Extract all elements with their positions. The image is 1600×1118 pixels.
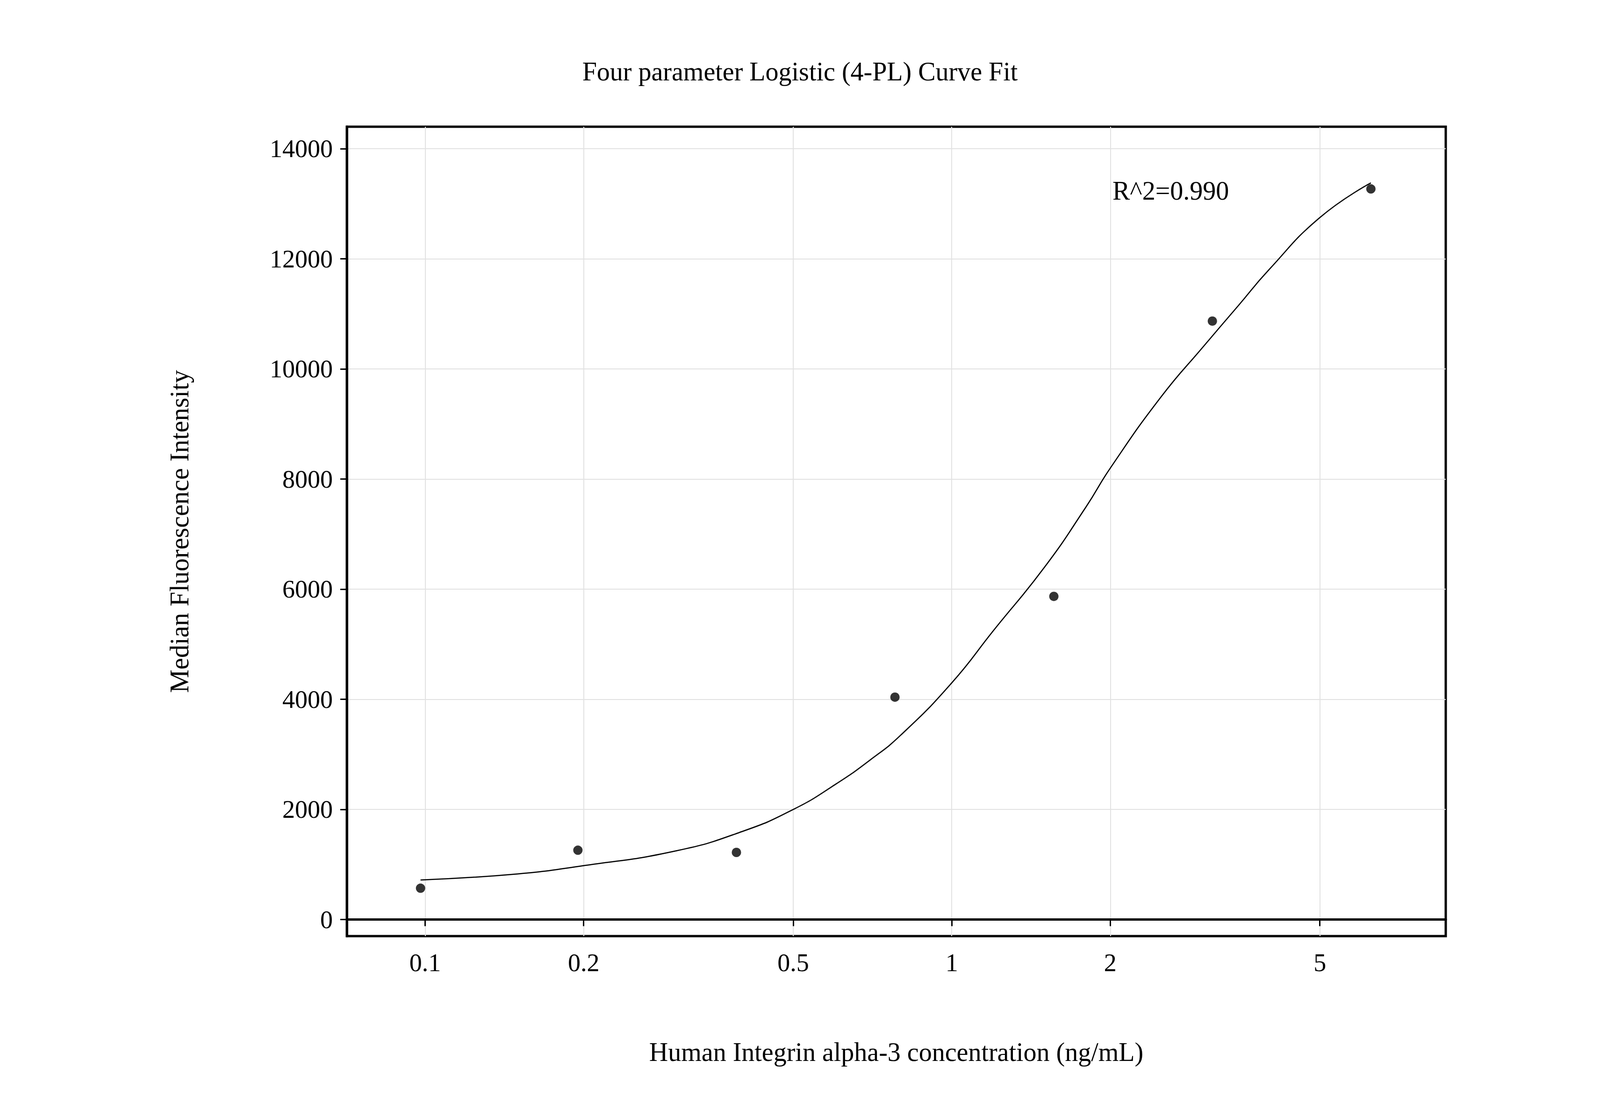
svg-text:8000: 8000 xyxy=(282,465,333,494)
svg-text:12000: 12000 xyxy=(269,244,333,273)
svg-text:0: 0 xyxy=(320,905,333,934)
svg-text:2000: 2000 xyxy=(282,795,333,824)
svg-text:10000: 10000 xyxy=(269,354,333,383)
svg-text:0.2: 0.2 xyxy=(567,948,600,977)
svg-text:Median Fluorescence Intensity: Median Fluorescence Intensity xyxy=(165,369,194,693)
svg-text:R^2=0.990: R^2=0.990 xyxy=(1112,176,1229,206)
svg-text:0.1: 0.1 xyxy=(409,948,442,977)
svg-text:Human Integrin alpha-3 concent: Human Integrin alpha-3 concentration (ng… xyxy=(649,1037,1144,1067)
svg-text:6000: 6000 xyxy=(282,574,333,603)
svg-text:0.5: 0.5 xyxy=(777,948,810,977)
svg-text:14000: 14000 xyxy=(269,134,333,163)
svg-text:5: 5 xyxy=(1313,948,1327,977)
svg-text:4000: 4000 xyxy=(282,685,333,714)
svg-text:1: 1 xyxy=(945,948,959,977)
svg-text:Four parameter Logistic (4-PL): Four parameter Logistic (4-PL) Curve Fit xyxy=(582,57,1019,87)
svg-text:2: 2 xyxy=(1104,948,1117,977)
